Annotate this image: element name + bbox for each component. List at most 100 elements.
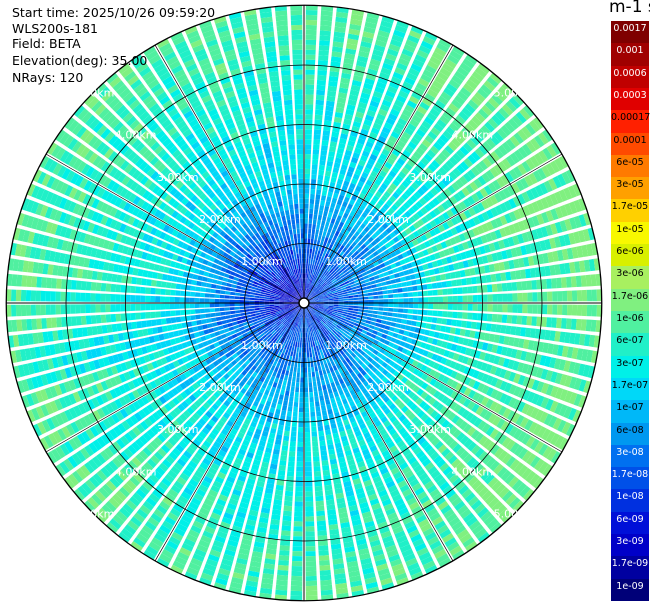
range-gate	[322, 348, 326, 354]
range-gate	[171, 531, 184, 542]
range-gate	[446, 229, 454, 238]
range-gate	[378, 226, 385, 233]
range-gate	[502, 238, 510, 248]
range-gate	[355, 271, 362, 276]
range-gate	[564, 203, 573, 216]
range-gate	[343, 480, 352, 488]
range-gate	[522, 389, 531, 401]
range-gate	[318, 279, 323, 284]
range-gate	[571, 347, 579, 360]
range-gate	[349, 346, 356, 352]
range-gate	[382, 62, 394, 71]
range-gate	[417, 334, 424, 341]
range-gate	[480, 322, 487, 331]
range-gate	[344, 369, 350, 376]
range-gate	[279, 550, 290, 556]
range-gate	[557, 304, 563, 315]
range-gate	[263, 405, 270, 412]
range-gate	[361, 36, 374, 44]
range-gate	[322, 469, 331, 476]
range-gate	[554, 221, 563, 234]
range-gate	[527, 304, 533, 314]
range-gate	[510, 247, 518, 258]
range-gate	[493, 403, 503, 414]
range-gate	[485, 425, 495, 437]
range-gate	[286, 339, 290, 345]
range-gate	[281, 343, 286, 349]
range-gate	[289, 441, 296, 447]
range-gate	[496, 251, 503, 261]
range-gate	[293, 531, 303, 537]
range-gate	[377, 462, 387, 471]
range-gate	[485, 398, 494, 409]
range-gate	[570, 318, 577, 330]
range-gate	[422, 403, 431, 412]
range-gate	[442, 466, 453, 476]
range-gate	[331, 349, 337, 355]
range-gate	[191, 497, 202, 506]
range-gate	[322, 369, 327, 375]
range-gate	[336, 374, 342, 380]
range-gate	[342, 398, 348, 405]
range-gate	[493, 431, 504, 442]
range-gate	[156, 528, 169, 539]
range-gate	[422, 249, 429, 256]
range-gate	[424, 564, 438, 575]
range-gate	[336, 400, 343, 407]
range-gate	[330, 202, 336, 209]
range-gate	[287, 406, 293, 412]
range-gate	[285, 355, 290, 361]
range-gate	[439, 406, 448, 415]
range-gate	[331, 402, 338, 409]
range-gate	[484, 493, 496, 505]
range-gate	[146, 458, 157, 469]
range-gate	[316, 317, 321, 323]
range-gate	[500, 124, 512, 137]
range-gate	[575, 319, 582, 331]
range-gate	[262, 372, 268, 378]
range-gate	[273, 444, 281, 450]
range-gate	[344, 255, 350, 261]
range-gate	[307, 317, 309, 323]
range-gate	[319, 569, 331, 576]
range-gate	[454, 393, 463, 403]
range-gate	[340, 521, 351, 529]
range-gate	[307, 233, 311, 239]
range-gate	[491, 314, 498, 323]
range-gate	[490, 389, 499, 399]
range-gate	[164, 440, 174, 450]
range-gate	[322, 263, 327, 269]
range-gate	[527, 378, 535, 389]
range-gate	[295, 491, 303, 497]
range-gate	[508, 497, 521, 509]
range-gate	[545, 224, 554, 236]
range-gate	[542, 147, 553, 160]
range-gate	[464, 123, 475, 134]
range-gate	[286, 317, 291, 322]
range-gate	[363, 26, 376, 34]
range-gate	[349, 400, 356, 408]
range-gate	[308, 301, 314, 303]
range-gate	[346, 104, 356, 111]
range-gate	[349, 321, 355, 325]
range-gate	[329, 222, 334, 229]
range-gate	[323, 284, 328, 289]
range-gate	[389, 516, 400, 525]
range-gate	[564, 390, 573, 403]
range-gate	[214, 535, 226, 544]
range-gate	[413, 297, 419, 303]
range-gate	[343, 307, 349, 310]
range-gate	[304, 407, 310, 413]
range-gate	[235, 384, 243, 391]
range-gate	[343, 180, 350, 187]
range-gate	[326, 95, 336, 102]
range-gate	[452, 549, 465, 561]
range-gate	[238, 323, 244, 328]
range-gate	[337, 507, 348, 514]
range-gate	[531, 379, 540, 391]
range-gate	[328, 275, 334, 280]
range-gate	[407, 391, 416, 399]
range-gate	[327, 309, 333, 312]
range-gate	[446, 342, 453, 350]
range-gate	[233, 324, 239, 330]
